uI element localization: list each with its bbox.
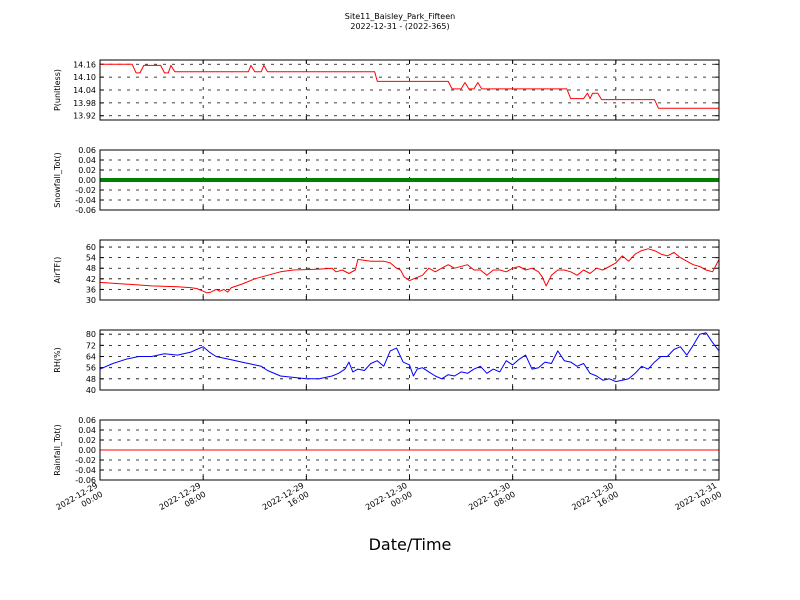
panel-frame — [99, 239, 720, 301]
y-tick-label: 0.04 — [78, 156, 96, 165]
panel-4: -0.06-0.04-0.020.000.020.040.06 Rainfall_… — [53, 416, 720, 485]
y-tick-label: 80 — [86, 330, 96, 339]
y-tick-label: 14.10 — [73, 73, 96, 82]
panels-group: 13.92 13.98 14.04 14.10 14.16 P(unitless) -0.0… — [53, 59, 720, 485]
y-tick-label: 72 — [86, 341, 96, 350]
panel-1: -0.06-0.04-0.020.000.020.040.06 Snowfall_… — [53, 146, 720, 215]
y-tick-label: -0.06 — [75, 476, 96, 485]
panel-frame — [99, 419, 720, 481]
y-tick-label: 64 — [86, 353, 96, 362]
y-tick-label: 48 — [86, 375, 96, 384]
y-axis-label: Rainfall_Tot() — [53, 424, 62, 476]
y-tick-label: 36 — [86, 285, 96, 294]
y-tick-label: 14.16 — [73, 60, 96, 69]
panel-frame — [99, 59, 720, 121]
panel-frame — [99, 329, 720, 391]
y-axis-label: P(unitless) — [53, 69, 62, 111]
y-tick-label: 0.02 — [78, 436, 96, 445]
chart-title: Site11_Baisley_Park_Fifteen — [345, 12, 455, 21]
y-tick-label: -0.06 — [75, 206, 96, 215]
y-tick-label: -0.02 — [75, 456, 96, 465]
y-tick-label: -0.02 — [75, 186, 96, 195]
series-line-3-0 — [100, 332, 719, 383]
series-line-2-0 — [100, 248, 719, 294]
y-tick-label: 0.06 — [78, 146, 96, 155]
y-tick-label: 48 — [86, 264, 96, 273]
y-axis-label: Snowfall_Tot() — [53, 152, 62, 208]
y-tick-label: 0.02 — [78, 166, 96, 175]
y-tick-label: 0.00 — [78, 446, 96, 455]
y-tick-label: 60 — [86, 243, 96, 252]
y-tick-label: 30 — [86, 296, 96, 305]
series-line-0-0 — [100, 63, 719, 109]
y-tick-label: 42 — [86, 275, 96, 284]
y-tick-label: 56 — [86, 364, 96, 373]
y-tick-label: 0.04 — [78, 426, 96, 435]
y-tick-label: 13.92 — [73, 112, 96, 121]
x-axis-label: Date/Time — [369, 535, 452, 554]
y-axis-label: RH(%) — [53, 347, 62, 372]
panel-0: 13.92 13.98 14.04 14.10 14.16 P(unitless) — [53, 59, 720, 121]
chart-subtitle: 2022-12-31 - (2022-365) — [350, 22, 449, 31]
y-tick-label: 13.98 — [73, 99, 96, 108]
y-tick-label: 0.00 — [78, 176, 96, 185]
y-tick-label: -0.04 — [75, 196, 96, 205]
panel-frame — [99, 149, 720, 211]
panel-3: 40 48 56 64 72 80 RH(%) — [53, 329, 720, 395]
y-tick-label: 40 — [86, 386, 96, 395]
y-tick-label: -0.04 — [75, 466, 96, 475]
y-tick-label: 14.04 — [73, 86, 96, 95]
y-axis-label: AirTF() — [53, 257, 62, 284]
y-tick-label: 54 — [86, 254, 96, 263]
y-tick-label: 0.06 — [78, 416, 96, 425]
